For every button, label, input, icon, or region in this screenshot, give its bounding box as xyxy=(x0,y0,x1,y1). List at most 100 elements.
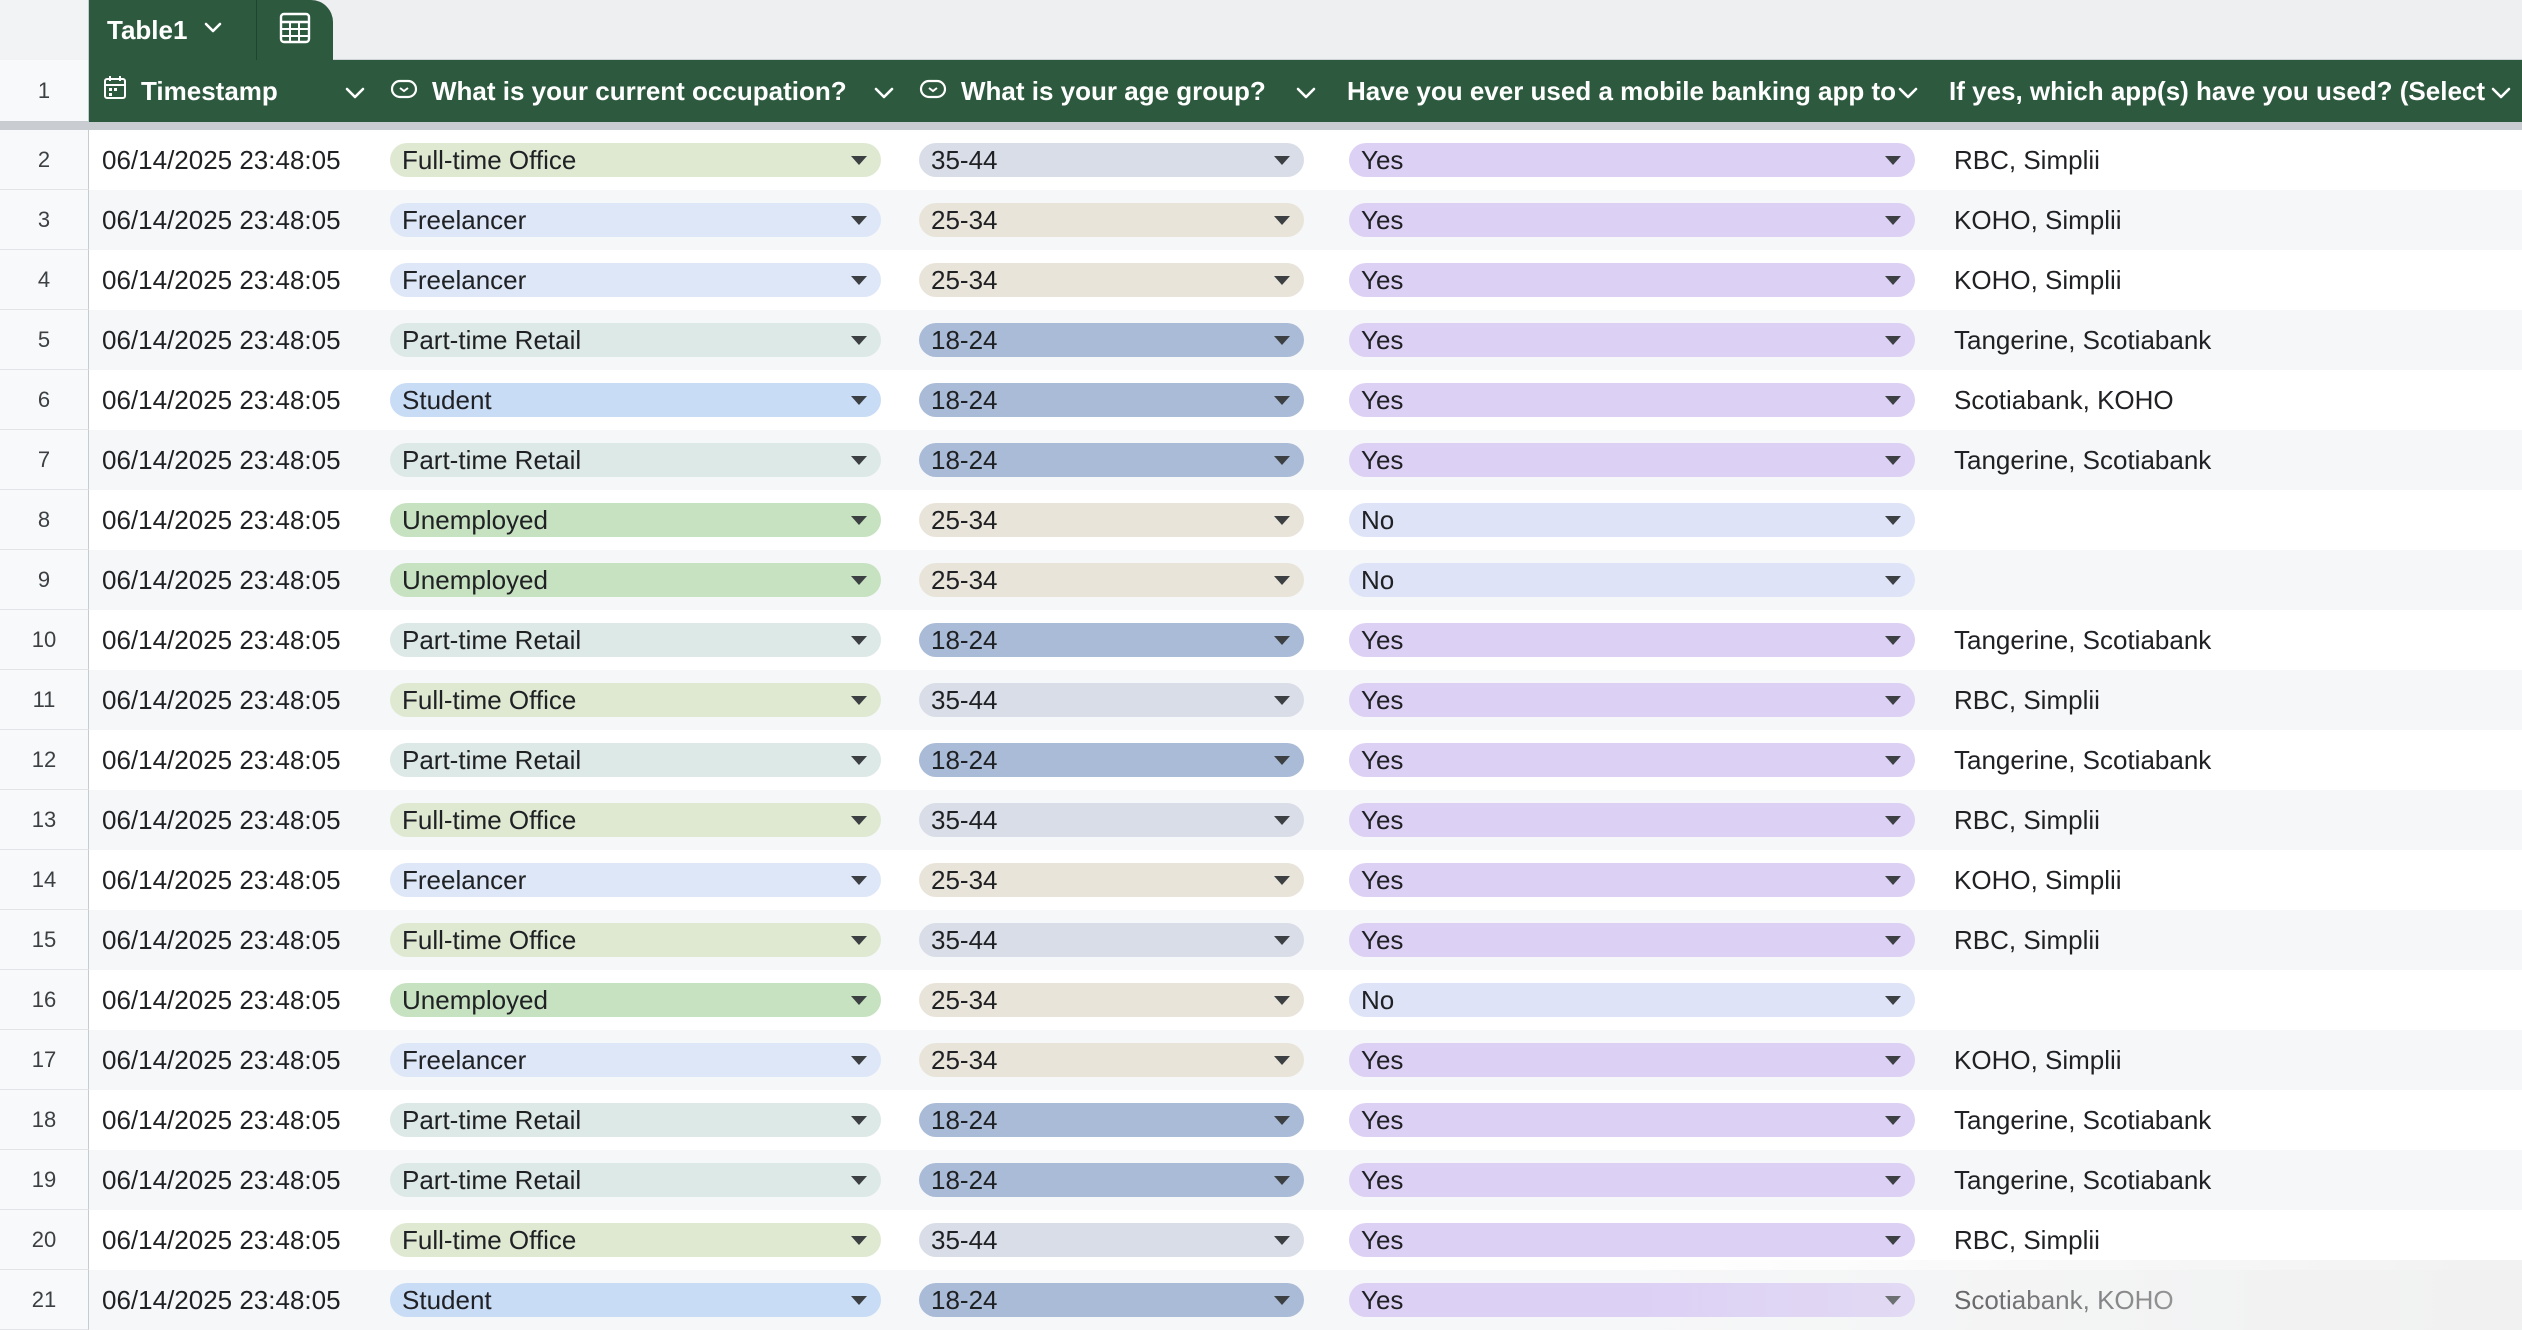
cell-occupation[interactable]: Full-time Office xyxy=(376,1210,905,1270)
row-number[interactable]: 21 xyxy=(0,1270,89,1330)
cell-used-app[interactable]: Yes xyxy=(1327,910,1929,970)
dropdown-arrow-icon[interactable] xyxy=(1274,995,1290,1005)
cell-apps-used[interactable]: Tangerine, Scotiabank xyxy=(1929,1150,2522,1210)
cell-age-group[interactable]: 18-24 xyxy=(905,310,1327,370)
cell-timestamp[interactable]: 06/14/2025 23:48:05 xyxy=(89,970,376,1030)
dropdown-arrow-icon[interactable] xyxy=(851,875,867,885)
cell-age-group[interactable]: 25-34 xyxy=(905,550,1327,610)
used-app-chip[interactable]: Yes xyxy=(1349,1043,1915,1077)
dropdown-arrow-icon[interactable] xyxy=(1274,275,1290,285)
column-header-occupation[interactable]: What is your current occupation? xyxy=(376,60,905,122)
cell-used-app[interactable]: Yes xyxy=(1327,1150,1929,1210)
dropdown-arrow-icon[interactable] xyxy=(1885,695,1901,705)
dropdown-arrow-icon[interactable] xyxy=(1885,995,1901,1005)
age-group-chip[interactable]: 25-34 xyxy=(919,503,1304,537)
age-group-chip[interactable]: 18-24 xyxy=(919,323,1304,357)
chevron-down-icon[interactable] xyxy=(2490,76,2512,107)
cell-used-app[interactable]: Yes xyxy=(1327,790,1929,850)
age-group-chip[interactable]: 18-24 xyxy=(919,443,1304,477)
cell-used-app[interactable]: Yes xyxy=(1327,670,1929,730)
age-group-chip[interactable]: 25-34 xyxy=(919,563,1304,597)
dropdown-arrow-icon[interactable] xyxy=(1274,755,1290,765)
dropdown-arrow-icon[interactable] xyxy=(851,575,867,585)
chevron-down-icon[interactable] xyxy=(1897,76,1919,107)
cell-occupation[interactable]: Part-time Retail xyxy=(376,1090,905,1150)
cell-age-group[interactable]: 18-24 xyxy=(905,1090,1327,1150)
cell-timestamp[interactable]: 06/14/2025 23:48:05 xyxy=(89,490,376,550)
cell-age-group[interactable]: 18-24 xyxy=(905,610,1327,670)
occupation-chip[interactable]: Full-time Office xyxy=(390,683,881,717)
dropdown-arrow-icon[interactable] xyxy=(1885,1175,1901,1185)
cell-age-group[interactable]: 25-34 xyxy=(905,970,1327,1030)
occupation-chip[interactable]: Full-time Office xyxy=(390,1223,881,1257)
row-number[interactable]: 6 xyxy=(0,370,89,430)
dropdown-arrow-icon[interactable] xyxy=(1885,875,1901,885)
cell-occupation[interactable]: Freelancer xyxy=(376,1030,905,1090)
cell-timestamp[interactable]: 06/14/2025 23:48:05 xyxy=(89,850,376,910)
dropdown-arrow-icon[interactable] xyxy=(1274,875,1290,885)
cell-timestamp[interactable]: 06/14/2025 23:48:05 xyxy=(89,1270,376,1330)
used-app-chip[interactable]: Yes xyxy=(1349,323,1915,357)
dropdown-arrow-icon[interactable] xyxy=(1885,215,1901,225)
cell-apps-used[interactable]: Tangerine, Scotiabank xyxy=(1929,310,2522,370)
age-group-chip[interactable]: 18-24 xyxy=(919,743,1304,777)
used-app-chip[interactable]: No xyxy=(1349,563,1915,597)
cell-apps-used[interactable]: RBC, Simplii xyxy=(1929,790,2522,850)
used-app-chip[interactable]: Yes xyxy=(1349,1283,1915,1317)
occupation-chip[interactable]: Part-time Retail xyxy=(390,1103,881,1137)
cell-timestamp[interactable]: 06/14/2025 23:48:05 xyxy=(89,250,376,310)
occupation-chip[interactable]: Part-time Retail xyxy=(390,623,881,657)
cell-apps-used[interactable]: KOHO, Simplii xyxy=(1929,850,2522,910)
cell-age-group[interactable]: 35-44 xyxy=(905,670,1327,730)
dropdown-arrow-icon[interactable] xyxy=(1885,1235,1901,1245)
cell-used-app[interactable]: Yes xyxy=(1327,430,1929,490)
occupation-chip[interactable]: Part-time Retail xyxy=(390,743,881,777)
age-group-chip[interactable]: 25-34 xyxy=(919,863,1304,897)
row-number[interactable]: 9 xyxy=(0,550,89,610)
dropdown-arrow-icon[interactable] xyxy=(851,1055,867,1065)
cell-timestamp[interactable]: 06/14/2025 23:48:05 xyxy=(89,550,376,610)
dropdown-arrow-icon[interactable] xyxy=(1885,755,1901,765)
dropdown-arrow-icon[interactable] xyxy=(1274,515,1290,525)
cell-used-app[interactable]: No xyxy=(1327,550,1929,610)
cell-apps-used[interactable]: RBC, Simplii xyxy=(1929,670,2522,730)
dropdown-arrow-icon[interactable] xyxy=(1885,935,1901,945)
cell-occupation[interactable]: Freelancer xyxy=(376,250,905,310)
cell-age-group[interactable]: 18-24 xyxy=(905,730,1327,790)
dropdown-arrow-icon[interactable] xyxy=(851,695,867,705)
cell-timestamp[interactable]: 06/14/2025 23:48:05 xyxy=(89,370,376,430)
cell-apps-used[interactable]: KOHO, Simplii xyxy=(1929,1030,2522,1090)
cell-age-group[interactable]: 35-44 xyxy=(905,130,1327,190)
row-number[interactable]: 13 xyxy=(0,790,89,850)
cell-occupation[interactable]: Part-time Retail xyxy=(376,1150,905,1210)
cell-used-app[interactable]: Yes xyxy=(1327,610,1929,670)
cell-apps-used[interactable]: Tangerine, Scotiabank xyxy=(1929,730,2522,790)
occupation-chip[interactable]: Full-time Office xyxy=(390,803,881,837)
dropdown-arrow-icon[interactable] xyxy=(851,755,867,765)
used-app-chip[interactable]: Yes xyxy=(1349,263,1915,297)
cell-age-group[interactable]: 35-44 xyxy=(905,910,1327,970)
dropdown-arrow-icon[interactable] xyxy=(1274,815,1290,825)
cell-age-group[interactable]: 25-34 xyxy=(905,190,1327,250)
cell-used-app[interactable]: No xyxy=(1327,490,1929,550)
dropdown-arrow-icon[interactable] xyxy=(1274,695,1290,705)
cell-age-group[interactable]: 25-34 xyxy=(905,250,1327,310)
dropdown-arrow-icon[interactable] xyxy=(851,1235,867,1245)
row-number[interactable]: 5 xyxy=(0,310,89,370)
row-number[interactable]: 10 xyxy=(0,610,89,670)
cell-apps-used[interactable]: Tangerine, Scotiabank xyxy=(1929,1090,2522,1150)
dropdown-arrow-icon[interactable] xyxy=(851,1295,867,1305)
dropdown-arrow-icon[interactable] xyxy=(1274,215,1290,225)
cell-apps-used[interactable]: KOHO, Simplii xyxy=(1929,190,2522,250)
row-number[interactable]: 18 xyxy=(0,1090,89,1150)
dropdown-arrow-icon[interactable] xyxy=(1274,1175,1290,1185)
dropdown-arrow-icon[interactable] xyxy=(851,455,867,465)
occupation-chip[interactable]: Unemployed xyxy=(390,503,881,537)
occupation-chip[interactable]: Student xyxy=(390,383,881,417)
column-header-apps-used[interactable]: If yes, which app(s) have you used? (Sel… xyxy=(1929,60,2522,122)
age-group-chip[interactable]: 25-34 xyxy=(919,1043,1304,1077)
cell-occupation[interactable]: Full-time Office xyxy=(376,130,905,190)
age-group-chip[interactable]: 25-34 xyxy=(919,263,1304,297)
occupation-chip[interactable]: Freelancer xyxy=(390,263,881,297)
cell-apps-used[interactable]: Tangerine, Scotiabank xyxy=(1929,430,2522,490)
